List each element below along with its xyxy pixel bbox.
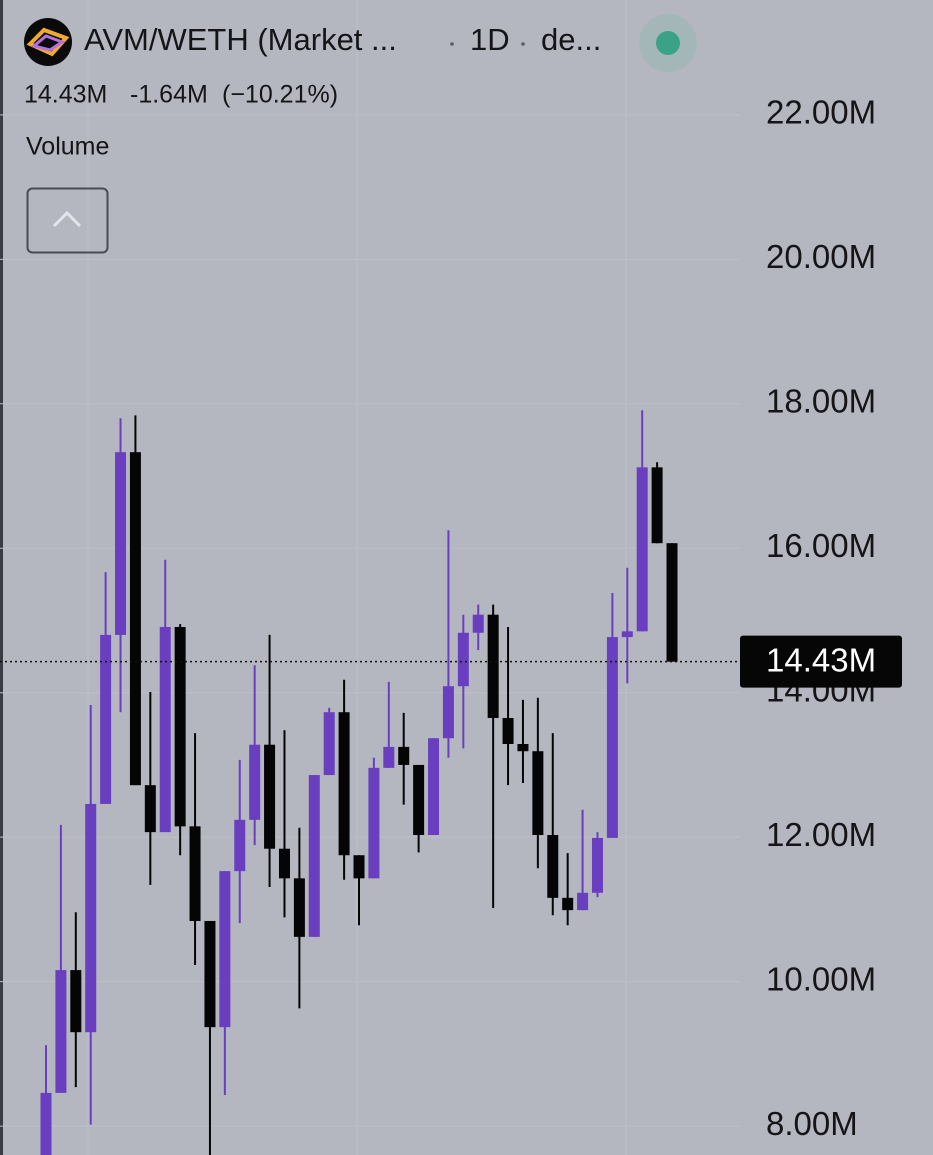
candle-body <box>591 837 603 893</box>
candle-body <box>174 626 186 827</box>
candles <box>40 410 678 1155</box>
source[interactable]: de... <box>541 22 601 57</box>
y-tick-label: 16.00M <box>766 527 876 564</box>
candle-body <box>368 767 380 879</box>
candle-body <box>472 614 484 633</box>
y-axis: 22.00M20.00M18.00M16.00M14.00M12.00M10.0… <box>766 94 876 1142</box>
collapse-button[interactable] <box>26 187 109 254</box>
change: -1.64M <box>130 81 208 109</box>
candle-body <box>606 637 618 838</box>
last-price-box <box>740 635 902 688</box>
candle-body <box>219 871 231 1028</box>
candle-body <box>577 892 589 911</box>
change-percent: (−10.21%) <box>222 81 338 109</box>
candle-body <box>249 744 261 820</box>
candle-body <box>308 775 320 937</box>
candle-body <box>442 686 454 739</box>
candle-body <box>70 970 82 1033</box>
y-tick-label: 10.00M <box>766 960 876 997</box>
y-tick-label: 22.00M <box>766 94 876 131</box>
candle-body <box>159 626 171 833</box>
candle-body <box>413 764 425 836</box>
candle-body <box>383 746 395 768</box>
candle-body <box>428 738 440 836</box>
candle-body <box>264 744 276 849</box>
symbol-title: AVM/WETH (Market ... <box>84 22 397 57</box>
symbol-logo <box>24 18 72 66</box>
candle-body <box>502 717 514 744</box>
y-tick-label: 8.00M <box>766 1105 858 1142</box>
candle-body <box>234 819 246 872</box>
candle-body <box>293 878 305 937</box>
candle-body <box>487 614 499 718</box>
candle-body <box>144 785 156 833</box>
candle-body <box>562 897 574 911</box>
left-border <box>0 0 3 1155</box>
candle-body <box>278 848 290 879</box>
candle-body <box>547 835 559 898</box>
candle-body <box>398 746 410 765</box>
candle-body <box>100 634 112 804</box>
status-dot[interactable] <box>656 31 680 55</box>
candle-body <box>338 712 350 856</box>
y-tick-label: 12.00M <box>766 816 876 853</box>
interval[interactable]: 1D <box>470 22 510 57</box>
last-price-marker: 14.43M <box>0 635 902 688</box>
candle-body <box>40 1092 52 1155</box>
y-tick-label: 20.00M <box>766 238 876 275</box>
separator <box>450 42 454 46</box>
candle-body <box>323 712 335 776</box>
separator <box>521 42 525 46</box>
candle-body <box>353 855 365 879</box>
candle-body <box>621 631 633 638</box>
candle-body <box>55 970 67 1093</box>
candle-body <box>651 467 663 544</box>
candle-body <box>115 452 127 635</box>
last-price-label: 14.43M <box>766 641 876 678</box>
candle-body <box>189 826 201 921</box>
indicator-label: Volume <box>26 133 109 161</box>
candle-body <box>666 543 678 662</box>
y-tick-label: 18.00M <box>766 382 876 419</box>
candle-body <box>532 751 544 836</box>
candle-body <box>85 803 97 1033</box>
candle-body <box>204 920 216 1028</box>
candle-body <box>517 743 529 752</box>
candle-body <box>129 452 141 786</box>
candle-body <box>457 632 469 687</box>
candle-body <box>636 467 648 632</box>
last-price: 14.43M <box>24 81 107 109</box>
